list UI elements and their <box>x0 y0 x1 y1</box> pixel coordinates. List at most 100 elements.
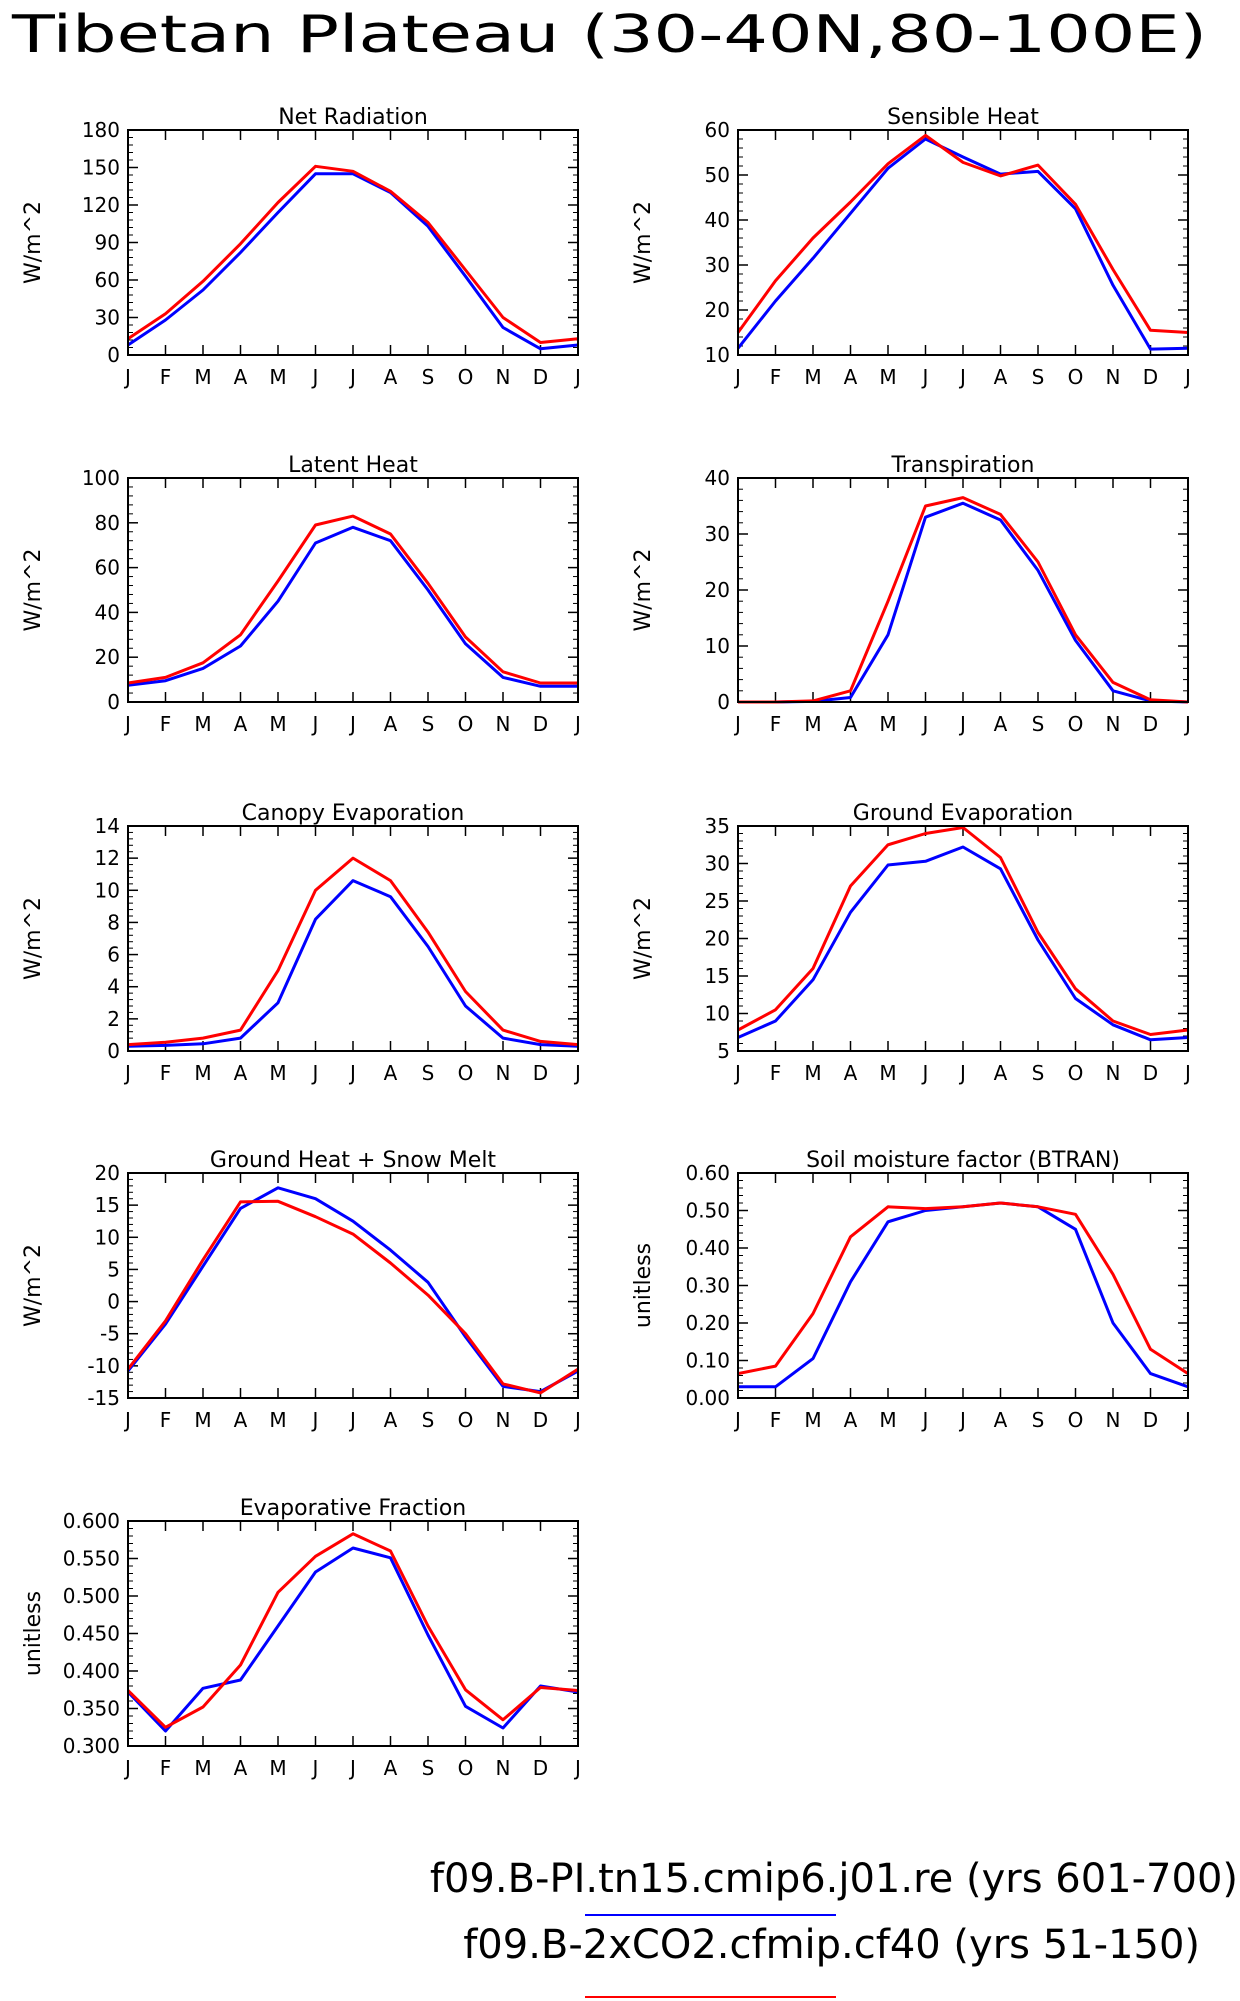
x-tick-label: A <box>384 712 398 736</box>
y-tick-label: 150 <box>82 156 120 180</box>
series-line-blue <box>737 845 1189 1042</box>
y-tick-label: 30 <box>705 522 730 546</box>
x-tick-label: S <box>422 1756 435 1780</box>
series-line-blue <box>738 501 1189 704</box>
panel-title-net-radiation: Net Radiation <box>278 105 428 130</box>
x-tick-label: O <box>458 1756 474 1780</box>
y-axis-label-sensible-heat: W/m^2 <box>631 201 656 284</box>
x-tick-label: F <box>160 1756 172 1780</box>
x-tick-label: A <box>384 365 398 389</box>
x-tick-label: M <box>269 712 286 736</box>
legend-label-control: f09.B-PI.tn15.cmip6.j01.re (yrs 601-700) <box>430 1856 1238 1902</box>
plot-frame <box>737 129 1189 356</box>
x-tick-label: A <box>384 1061 398 1085</box>
series-line-blue <box>126 1186 579 1394</box>
x-tick-label: F <box>160 1408 172 1432</box>
x-tick-label: M <box>804 1408 821 1432</box>
x-tick-label: J <box>573 1408 581 1432</box>
x-tick-label: J <box>123 1408 131 1432</box>
figure-title: Tibetan Plateau (30-40N,80-100E) <box>11 5 1207 65</box>
x-tick-label: F <box>770 1061 782 1085</box>
x-tick-label: J <box>921 712 929 736</box>
x-tick-label: S <box>422 1061 435 1085</box>
y-tick-label: 0.50 <box>685 1199 730 1223</box>
panel-title-ground-evaporation: Ground Evaporation <box>853 801 1073 826</box>
x-tick-label: O <box>458 712 474 736</box>
series-line-red <box>738 496 1189 704</box>
x-tick-label: M <box>194 712 211 736</box>
series-line-red <box>126 1532 579 1729</box>
y-tick-label: 0 <box>107 690 120 714</box>
y-tick-label: 50 <box>705 163 730 187</box>
x-tick-label: J <box>123 1061 131 1085</box>
x-tick-label: J <box>348 1061 356 1085</box>
x-tick-label: A <box>234 1061 248 1085</box>
x-tick-label: A <box>234 365 248 389</box>
y-axis-label-evaporative-fraction: unitless <box>21 1591 46 1676</box>
x-tick-label: O <box>458 365 474 389</box>
series-line-blue <box>127 525 578 688</box>
panel-title-canopy-evaporation: Canopy Evaporation <box>242 801 465 826</box>
y-tick-label: 15 <box>95 1193 120 1217</box>
series-line-red <box>737 1201 1189 1376</box>
x-tick-label: O <box>458 1408 474 1432</box>
x-tick-label: D <box>533 712 548 736</box>
plot-frame <box>737 825 1189 1052</box>
y-tick-label: 30 <box>95 306 120 330</box>
y-tick-label: -10 <box>87 1354 120 1378</box>
x-tick-label: A <box>234 1408 248 1432</box>
y-tick-label: 0.60 <box>685 1161 730 1185</box>
x-tick-label: F <box>770 365 782 389</box>
x-tick-label: M <box>269 1061 286 1085</box>
x-tick-label: M <box>194 365 211 389</box>
series-line-blue <box>127 172 579 351</box>
x-tick-label: O <box>1068 365 1084 389</box>
y-tick-label: 10 <box>705 343 730 367</box>
x-tick-label: O <box>1068 1061 1084 1085</box>
panel-evaporative-fraction: Evaporative Fraction unitless 0.300 0.350 0.… <box>21 1496 581 1780</box>
panel-title-sensible-heat: Sensible Heat <box>887 105 1039 130</box>
y-tick-label: 10 <box>95 1225 120 1249</box>
x-tick-label: A <box>994 365 1008 389</box>
x-tick-label: A <box>384 1408 398 1432</box>
y-tick-label: 20 <box>705 298 730 322</box>
y-tick-label: 60 <box>95 556 120 580</box>
x-tick-label: F <box>160 1061 172 1085</box>
x-tick-label: J <box>348 365 356 389</box>
y-tick-label: 80 <box>95 511 120 535</box>
x-tick-label: J <box>958 712 966 736</box>
y-tick-label: 120 <box>82 193 120 217</box>
y-tick-label: 4 <box>107 975 120 999</box>
y-tick-label: 30 <box>705 852 730 876</box>
series-line-red <box>127 514 578 685</box>
series-line-red <box>736 133 1189 334</box>
y-tick-label: 12 <box>95 846 120 870</box>
x-tick-label: A <box>994 712 1008 736</box>
y-axis-label-canopy-evaporation: W/m^2 <box>21 897 46 980</box>
x-tick-label: J <box>733 712 741 736</box>
x-tick-label: A <box>994 1408 1008 1432</box>
x-tick-label: N <box>496 1408 511 1432</box>
x-tick-label: J <box>1183 1408 1191 1432</box>
x-tick-label: M <box>194 1756 211 1780</box>
x-tick-label: J <box>123 1756 131 1780</box>
x-tick-label: J <box>1183 1061 1191 1085</box>
y-tick-label: 6 <box>107 943 120 967</box>
x-tick-label: N <box>496 1061 511 1085</box>
x-tick-label: D <box>533 1408 548 1432</box>
y-tick-label: 180 <box>82 118 120 142</box>
x-tick-label: J <box>311 1408 319 1432</box>
panel-title-ground-heat-snow-melt: Ground Heat + Snow Melt <box>210 1148 497 1173</box>
x-tick-label: N <box>496 365 511 389</box>
y-axis-label-soil-moisture-factor-btran: unitless <box>631 1243 656 1328</box>
x-tick-label: A <box>844 365 858 389</box>
y-axis-label-ground-evaporation: W/m^2 <box>631 897 656 980</box>
x-tick-label: O <box>1068 712 1084 736</box>
y-tick-label: 20 <box>705 578 730 602</box>
y-tick-label: 20 <box>705 927 730 951</box>
x-tick-label: M <box>804 712 821 736</box>
x-tick-label: S <box>1032 712 1045 736</box>
y-tick-label: 0.500 <box>63 1584 120 1608</box>
